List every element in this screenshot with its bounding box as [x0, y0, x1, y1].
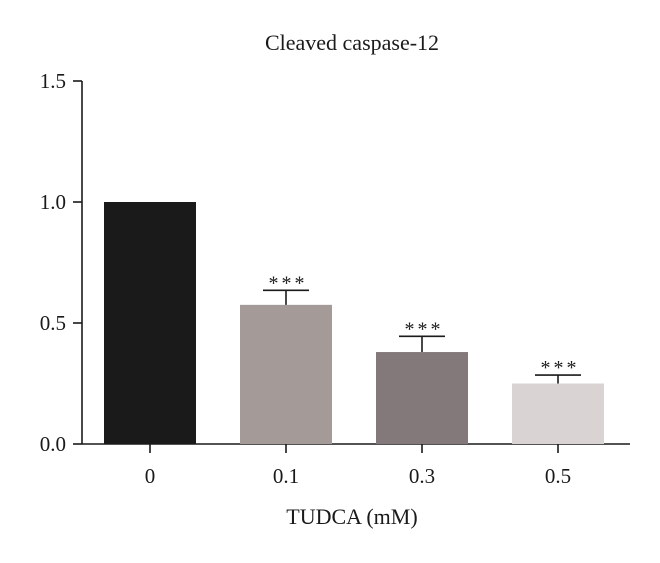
- x-tick-label: 0: [145, 464, 156, 488]
- significance-label: ***: [405, 318, 444, 340]
- x-tick-label: 0.5: [545, 464, 571, 488]
- bar: [512, 383, 604, 444]
- chart-title: Cleaved caspase-12: [265, 30, 439, 55]
- y-tick-label: 1.5: [40, 69, 66, 93]
- y-axis: 0.0 0.5 1.0 1.5: [40, 69, 83, 456]
- x-axis: [82, 443, 630, 453]
- significance-labels-group: *** *** ***: [269, 272, 580, 379]
- x-axis-label: TUDCA (mM): [286, 504, 417, 529]
- bar: [240, 304, 332, 444]
- y-tick-label: 0.0: [40, 432, 66, 456]
- bar: [104, 202, 196, 444]
- bar: [376, 352, 468, 444]
- x-tick-labels-group: 0 0.1 0.3 0.5: [145, 464, 571, 488]
- x-tick-label: 0.3: [409, 464, 435, 488]
- error-bars-group: [263, 289, 581, 384]
- significance-label: ***: [541, 357, 580, 379]
- significance-label: ***: [269, 272, 308, 294]
- y-tick-label: 1.0: [40, 190, 66, 214]
- bars-group: [104, 202, 604, 444]
- x-tick-label: 0.1: [273, 464, 299, 488]
- y-tick-label: 0.5: [40, 311, 66, 335]
